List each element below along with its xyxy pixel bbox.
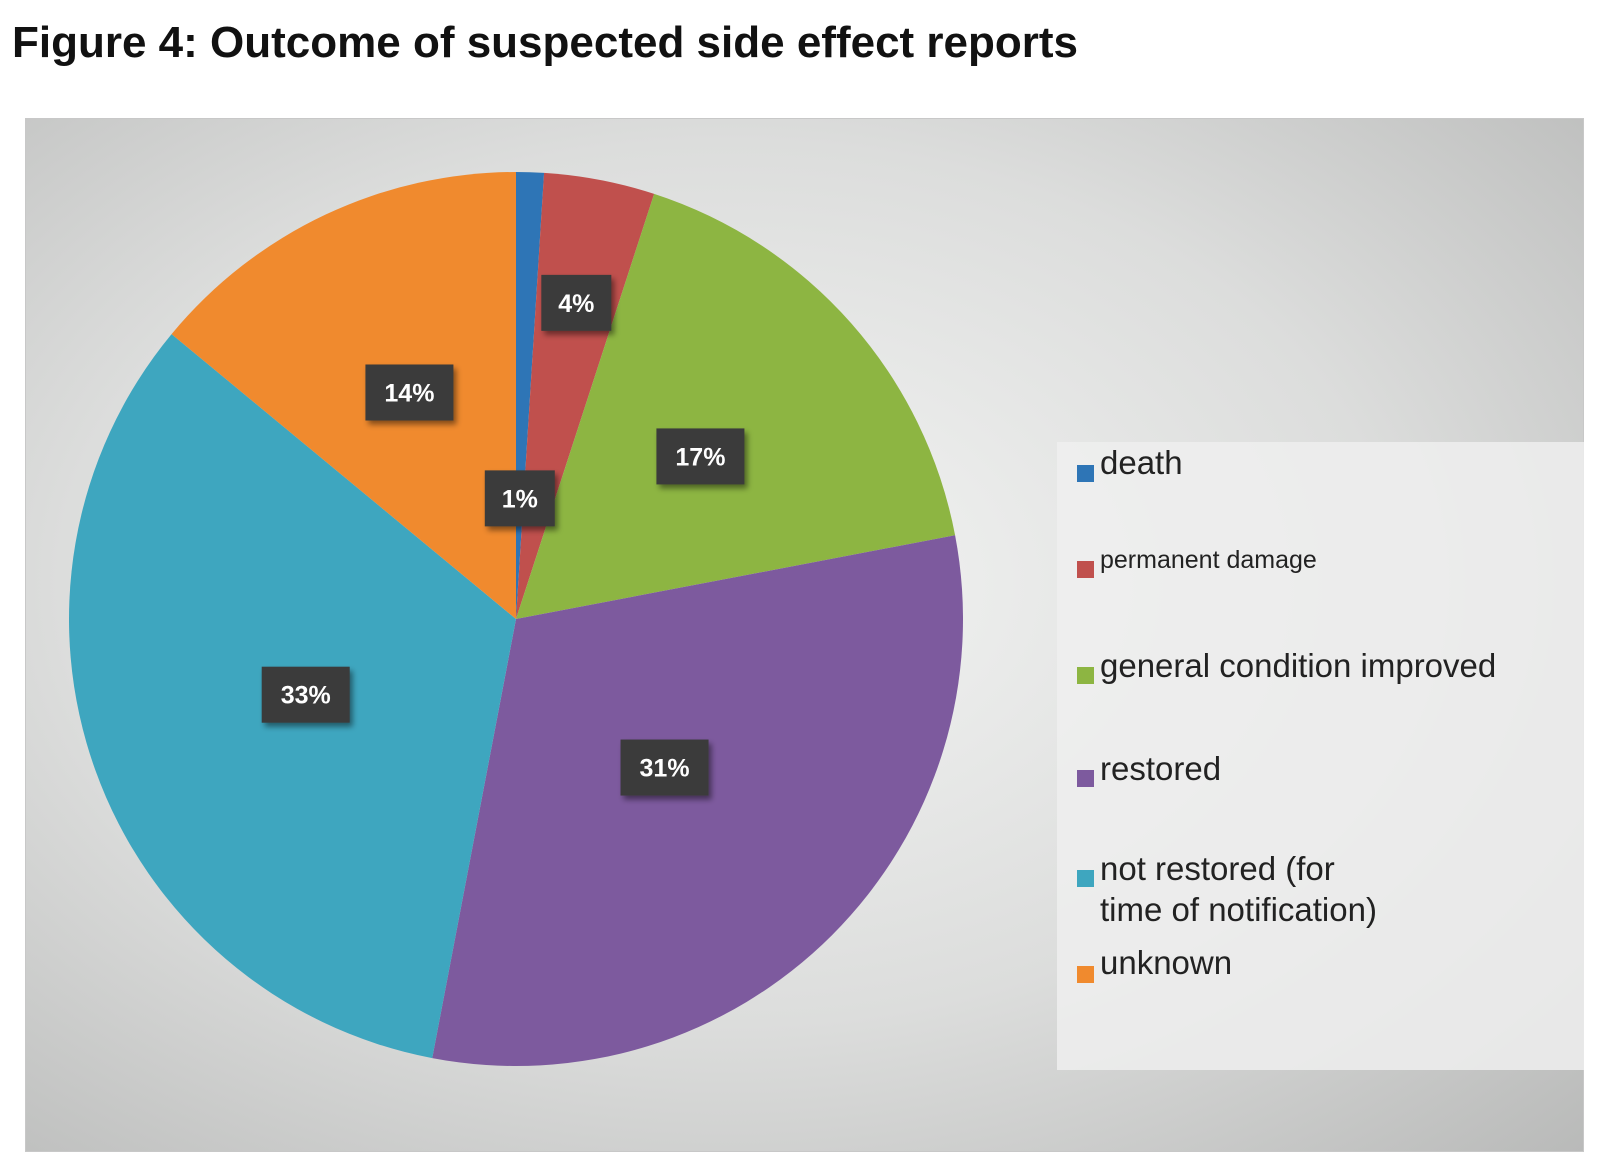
legend-label-permanent-damage: permanent damage (1100, 546, 1317, 574)
legend-item-not-restored: not restored (for time of notification) (1077, 848, 1400, 931)
svg-text:33%: 33% (281, 682, 331, 710)
data-label-not-restored-for-time-of-notification: 33% (261, 666, 350, 723)
svg-text:31%: 31% (640, 755, 690, 783)
legend-label-general-condition-improved: general condition improved (1100, 647, 1497, 684)
pie-slice-unknown (171, 172, 517, 619)
data-label-unknown: 14% (365, 364, 454, 421)
pie-chart: 1% 4% 17% 31% 33% 14% (68, 172, 964, 1066)
legend-swatch-death (1077, 465, 1094, 482)
legend-label-death: death (1100, 444, 1183, 481)
data-label-permanent-damage: 4% (541, 274, 612, 331)
data-label-general-condition-improved: 17% (656, 428, 745, 485)
svg-text:1%: 1% (502, 485, 538, 513)
pie-slice-general-condition-improved (516, 193, 956, 619)
legend-item-restored: restored (1077, 748, 1221, 789)
chart-legend: death permanent damage general condition… (1057, 442, 1584, 1070)
legend-swatch-restored (1077, 770, 1094, 787)
chart-panel: 1% 4% 17% 31% 33% 14% death permanent damage … (25, 118, 1584, 1152)
data-label-restored: 31% (620, 739, 709, 796)
legend-label-unknown: unknown (1100, 944, 1233, 981)
legend-swatch-not-restored (1077, 870, 1094, 887)
legend-swatch-unknown (1077, 966, 1094, 983)
legend-swatch-permanent-damage (1077, 561, 1094, 578)
legend-swatch-general-condition-improved (1077, 667, 1094, 684)
legend-item-general-condition-improved: general condition improved (1077, 645, 1496, 686)
legend-item-permanent-damage: permanent damage (1077, 545, 1317, 578)
svg-text:14%: 14% (384, 380, 434, 408)
svg-text:4%: 4% (558, 290, 594, 318)
svg-text:17%: 17% (675, 443, 725, 471)
data-label-death: 1% (484, 470, 555, 527)
legend-label-restored: restored (1100, 750, 1222, 787)
legend-item-death: death (1077, 442, 1183, 483)
chart-title: Figure 4: Outcome of suspected side effe… (12, 18, 1079, 67)
pie-slice-restored (432, 535, 964, 1066)
legend-item-unknown: unknown (1077, 942, 1232, 983)
legend-label-not-restored: not restored (for time of notification) (1100, 850, 1377, 929)
